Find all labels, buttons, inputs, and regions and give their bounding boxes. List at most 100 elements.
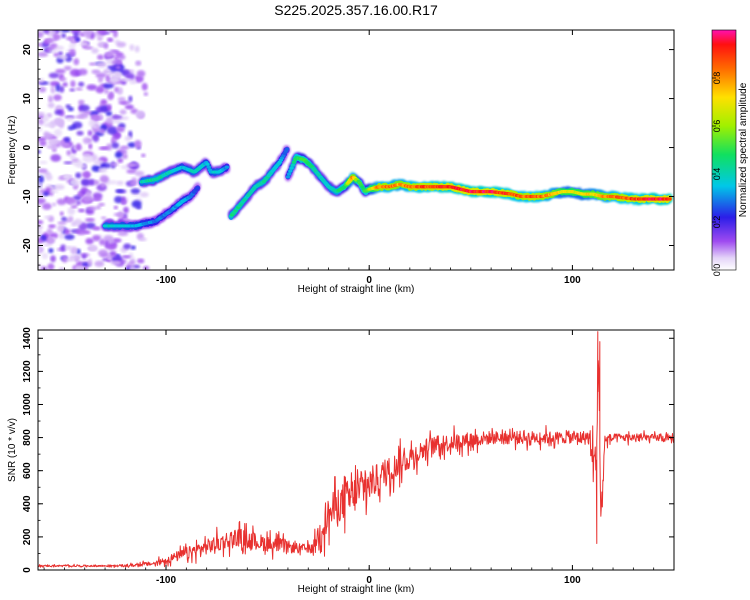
noise-blob — [98, 202, 105, 207]
noise-blob — [128, 259, 136, 266]
ridge-core — [285, 175, 291, 179]
noise-blob — [47, 46, 56, 50]
noise-blob — [104, 240, 110, 249]
noise-blob — [38, 31, 44, 39]
noise-blob — [68, 255, 80, 260]
top-y-axis-label: Frequency (Hz) — [7, 116, 18, 185]
noise-blob — [100, 216, 107, 220]
noise-blob — [95, 85, 105, 94]
noise-blob — [136, 70, 146, 78]
noise-blob — [100, 99, 108, 105]
noise-blob — [115, 189, 124, 193]
noise-blob — [67, 107, 74, 112]
noise-blob — [135, 60, 142, 66]
noise-blob — [42, 30, 50, 34]
noise-blob — [99, 175, 109, 183]
noise-blob — [41, 235, 47, 242]
noise-blob — [102, 83, 114, 89]
ridge-core — [286, 172, 292, 176]
noise-blob — [75, 143, 82, 151]
noise-blob — [107, 103, 112, 111]
noise-blob — [85, 190, 91, 197]
noise-blob — [134, 45, 140, 53]
colorbar-label: Normalized spectral amplitude — [738, 82, 749, 217]
noise-blob — [139, 192, 149, 198]
noise-blob — [91, 69, 101, 75]
noise-blob — [114, 151, 123, 159]
noise-blob — [47, 238, 54, 244]
noise-blob — [38, 175, 45, 184]
noise-blob — [61, 216, 67, 222]
noise-blob — [71, 124, 77, 130]
noise-blob — [67, 207, 76, 215]
noise-blob — [96, 61, 107, 68]
noise-blob — [78, 99, 85, 105]
noise-blob — [45, 38, 56, 43]
noise-blob — [38, 228, 43, 236]
y-tick-label: 1200 — [22, 360, 33, 383]
ridge-core — [667, 197, 672, 201]
noise-blob — [85, 46, 94, 50]
noise-blob — [100, 162, 112, 169]
x-tick-label: 100 — [564, 275, 581, 286]
noise-blob — [129, 266, 136, 270]
noise-blob — [99, 128, 106, 134]
noise-blob — [108, 91, 115, 99]
y-tick-label: 600 — [22, 462, 33, 479]
y-tick-label: 400 — [22, 495, 33, 512]
noise-blob — [44, 215, 51, 219]
noise-blob — [38, 86, 47, 93]
y-tick-label: 20 — [22, 44, 33, 56]
noise-blob — [114, 195, 123, 204]
noise-blob — [53, 94, 62, 101]
ridge-core — [289, 166, 294, 170]
noise-blob — [66, 150, 72, 156]
bottom-x-axis-label: Height of straight line (km) — [298, 584, 415, 595]
noise-blob — [117, 231, 129, 237]
y-tick-label: 0 — [22, 567, 33, 573]
noise-blob — [56, 106, 65, 111]
x-tick-label: 0 — [366, 275, 372, 286]
ridge-core — [205, 162, 210, 166]
noise-blob — [80, 178, 90, 186]
noise-blob — [38, 168, 48, 174]
noise-blob — [48, 138, 60, 146]
colorbar-gradient — [711, 29, 737, 271]
noise-blob — [53, 184, 65, 190]
noise-blob — [128, 163, 139, 167]
noise-blob — [57, 55, 69, 60]
noise-blob — [88, 143, 93, 150]
noise-blob — [111, 60, 123, 65]
noise-blob — [42, 191, 49, 197]
noise-blob — [82, 195, 93, 203]
noise-blob — [119, 109, 127, 115]
noise-blob — [97, 76, 104, 83]
noise-blob — [81, 171, 92, 178]
noise-blob — [69, 88, 76, 92]
noise-blob — [92, 234, 101, 242]
noise-blob — [55, 84, 61, 92]
ridge-core — [290, 163, 296, 167]
noise-blob — [38, 43, 44, 47]
y-tick-label: 200 — [22, 528, 33, 545]
noise-blob — [85, 31, 91, 39]
noise-blob — [57, 224, 66, 233]
bottom-y-axis-label: SNR (10 * v/v) — [7, 418, 18, 482]
noise-blob — [100, 253, 110, 258]
noise-blob — [99, 105, 110, 113]
main-ridge — [284, 152, 673, 205]
noise-blob — [43, 243, 53, 247]
noise-blob — [64, 144, 71, 148]
x-tick-label: -100 — [156, 575, 176, 586]
y-tick-label: 1400 — [22, 327, 33, 350]
noise-blob — [39, 78, 44, 83]
noise-blob — [75, 87, 83, 91]
noise-blob — [56, 198, 67, 206]
noise-blob — [69, 68, 81, 77]
noise-blob — [82, 153, 91, 157]
noise-blob — [108, 76, 120, 83]
noise-blob — [117, 210, 124, 219]
noise-blob — [104, 88, 109, 95]
noise-blob — [115, 126, 125, 133]
